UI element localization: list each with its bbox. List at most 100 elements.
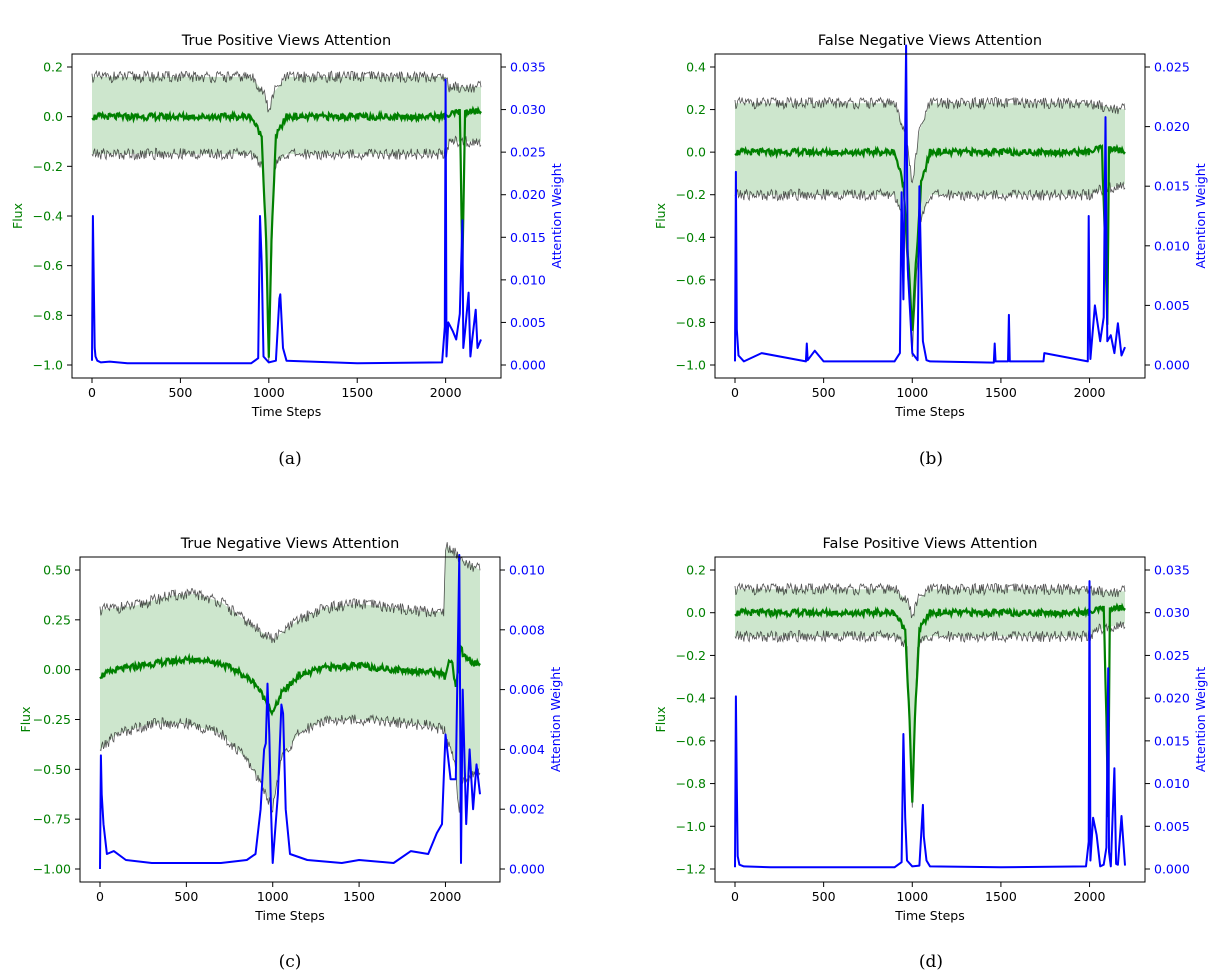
x-tick-label: 2000 xyxy=(1074,889,1106,904)
y-right-tick-label: 0.000 xyxy=(510,358,546,373)
y-left-tick-label: 0.25 xyxy=(43,612,71,627)
y-left-tick-label: −1.00 xyxy=(33,862,71,877)
y-right-tick-label: 0.030 xyxy=(510,102,546,117)
upper-bound-line xyxy=(91,69,482,113)
flux-mean-line xyxy=(734,143,1126,331)
y-left-tick-label: −0.2 xyxy=(676,648,706,663)
y-left-tick-label: 0.00 xyxy=(43,662,71,677)
y-left-tick-label: −0.8 xyxy=(676,776,706,791)
caption-b: (b) xyxy=(918,449,944,469)
y-left-tick-label: −0.6 xyxy=(676,733,706,748)
y-left-tick-label: −0.8 xyxy=(33,308,63,323)
y-right-axis-label: Attention Weight xyxy=(548,667,563,772)
y-right-tick-label: 0.008 xyxy=(509,622,545,637)
chart-title: False Positive Views Attention xyxy=(822,536,1037,552)
y-left-tick-label: −0.6 xyxy=(676,272,706,287)
x-tick-label: 1500 xyxy=(341,385,373,400)
y-right-tick-label: 0.010 xyxy=(1154,776,1190,791)
x-axis-label: Time Steps xyxy=(251,404,322,419)
x-tick-label: 500 xyxy=(168,385,192,400)
flux-band xyxy=(735,589,1125,805)
y-right-tick-label: 0.025 xyxy=(510,145,546,160)
y-right-tick-label: 0.020 xyxy=(1154,119,1190,134)
y-right-tick-label: 0.005 xyxy=(510,315,546,330)
y-right-tick-label: 0.005 xyxy=(1154,298,1190,313)
x-tick-label: 2000 xyxy=(430,889,462,904)
y-left-tick-label: −1.0 xyxy=(676,358,706,373)
x-tick-label: 1500 xyxy=(985,889,1017,904)
x-tick-label: 500 xyxy=(174,889,198,904)
y-left-tick-label: 0.50 xyxy=(43,563,71,578)
y-right-tick-label: 0.035 xyxy=(510,60,546,75)
lower-bound-line xyxy=(99,713,481,813)
chart-panel-2: 0 500 1000 1500 2000 −1.00 −0.75 −0.50 −0.25 0.00… xyxy=(18,536,563,923)
y-right-tick-label: 0.030 xyxy=(1154,605,1190,620)
chart-panel-0: 0 500 1000 1500 2000−1.0−0.8−0.6−0.4−0.20.00… xyxy=(10,33,564,419)
y-right-tick-label: 0.000 xyxy=(1154,358,1190,373)
flux-band xyxy=(92,76,481,361)
x-tick-label: 500 xyxy=(812,385,836,400)
y-right-axis-label: Attention Weight xyxy=(1193,667,1208,772)
y-left-axis-label: Flux xyxy=(18,707,33,733)
x-axis-label: Time Steps xyxy=(894,908,965,923)
lower-bound-line xyxy=(91,135,482,363)
x-tick-label: 1000 xyxy=(257,889,289,904)
y-left-tick-label: −0.50 xyxy=(33,762,71,777)
flux-mean-line xyxy=(91,105,482,358)
upper-bound-line xyxy=(99,542,481,644)
chart-title: False Negative Views Attention xyxy=(818,33,1042,49)
y-left-tick-label: −0.2 xyxy=(33,159,63,174)
y-right-tick-label: 0.025 xyxy=(1154,60,1190,75)
x-tick-label: 1000 xyxy=(253,385,285,400)
x-axis-label: Time Steps xyxy=(894,404,965,419)
y-right-tick-label: 0.035 xyxy=(1154,563,1190,578)
y-right-tick-label: 0.005 xyxy=(1154,819,1190,834)
y-left-axis-label: Flux xyxy=(10,203,25,229)
y-right-tick-label: 0.010 xyxy=(1154,238,1190,253)
y-right-tick-label: 0.025 xyxy=(1154,648,1190,663)
x-tick-label: 1000 xyxy=(896,889,928,904)
y-left-tick-label: −0.4 xyxy=(33,209,63,224)
y-right-tick-label: 0.010 xyxy=(510,272,546,287)
attention-weight-line xyxy=(734,580,1126,869)
attention-weight-line xyxy=(734,44,1126,364)
y-left-tick-label: 0.2 xyxy=(686,563,706,578)
chart-panel-1: 0 500 1000 1500 2000−1.0−0.8−0.6−0.4−0.20.00… xyxy=(653,33,1208,419)
chart-title: True Positive Views Attention xyxy=(181,33,391,49)
flux-mean-line xyxy=(99,644,481,717)
y-left-tick-label: −0.4 xyxy=(676,691,706,706)
y-right-tick-label: 0.000 xyxy=(509,862,545,877)
lower-bound-line xyxy=(734,621,1126,808)
axes-frame xyxy=(714,556,1146,883)
x-tick-label: 2000 xyxy=(1074,385,1106,400)
y-right-tick-label: 0.020 xyxy=(1154,691,1190,706)
x-tick-label: 2000 xyxy=(430,385,462,400)
flux-band xyxy=(735,103,1125,355)
x-tick-label: 500 xyxy=(812,889,836,904)
chart-panel-3: 0 500 1000 1500 2000 −1.2 −1.0 −0.8 −0.6 −0.4 −0.2… xyxy=(653,536,1208,923)
y-left-axis-label: Flux xyxy=(653,707,668,733)
x-axis-label: Time Steps xyxy=(254,908,325,923)
y-left-tick-label: −0.4 xyxy=(676,230,706,245)
y-right-tick-label: 0.015 xyxy=(1154,733,1190,748)
y-left-tick-label: 0.4 xyxy=(686,60,706,75)
upper-bound-line xyxy=(734,96,1126,184)
y-left-tick-label: −0.25 xyxy=(33,712,71,727)
y-right-tick-label: 0.002 xyxy=(509,802,545,817)
y-right-axis-label: Attention Weight xyxy=(1193,163,1208,268)
y-right-tick-label: 0.004 xyxy=(509,742,545,757)
y-left-tick-label: −0.2 xyxy=(676,187,706,202)
y-left-tick-label: −1.0 xyxy=(33,358,63,373)
y-left-tick-label: 0.2 xyxy=(686,102,706,117)
x-tick-label: 1500 xyxy=(343,889,375,904)
lower-bound-line xyxy=(734,181,1126,358)
caption-a: (a) xyxy=(278,449,302,469)
attention-weight-line xyxy=(91,78,482,365)
y-right-tick-label: 0.010 xyxy=(509,563,545,578)
y-left-tick-label: −0.6 xyxy=(33,258,63,273)
flux-mean-line xyxy=(734,602,1126,818)
x-tick-label: 0 xyxy=(96,889,104,904)
y-left-tick-label: 0.0 xyxy=(686,605,706,620)
y-left-tick-label: −1.0 xyxy=(676,819,706,834)
